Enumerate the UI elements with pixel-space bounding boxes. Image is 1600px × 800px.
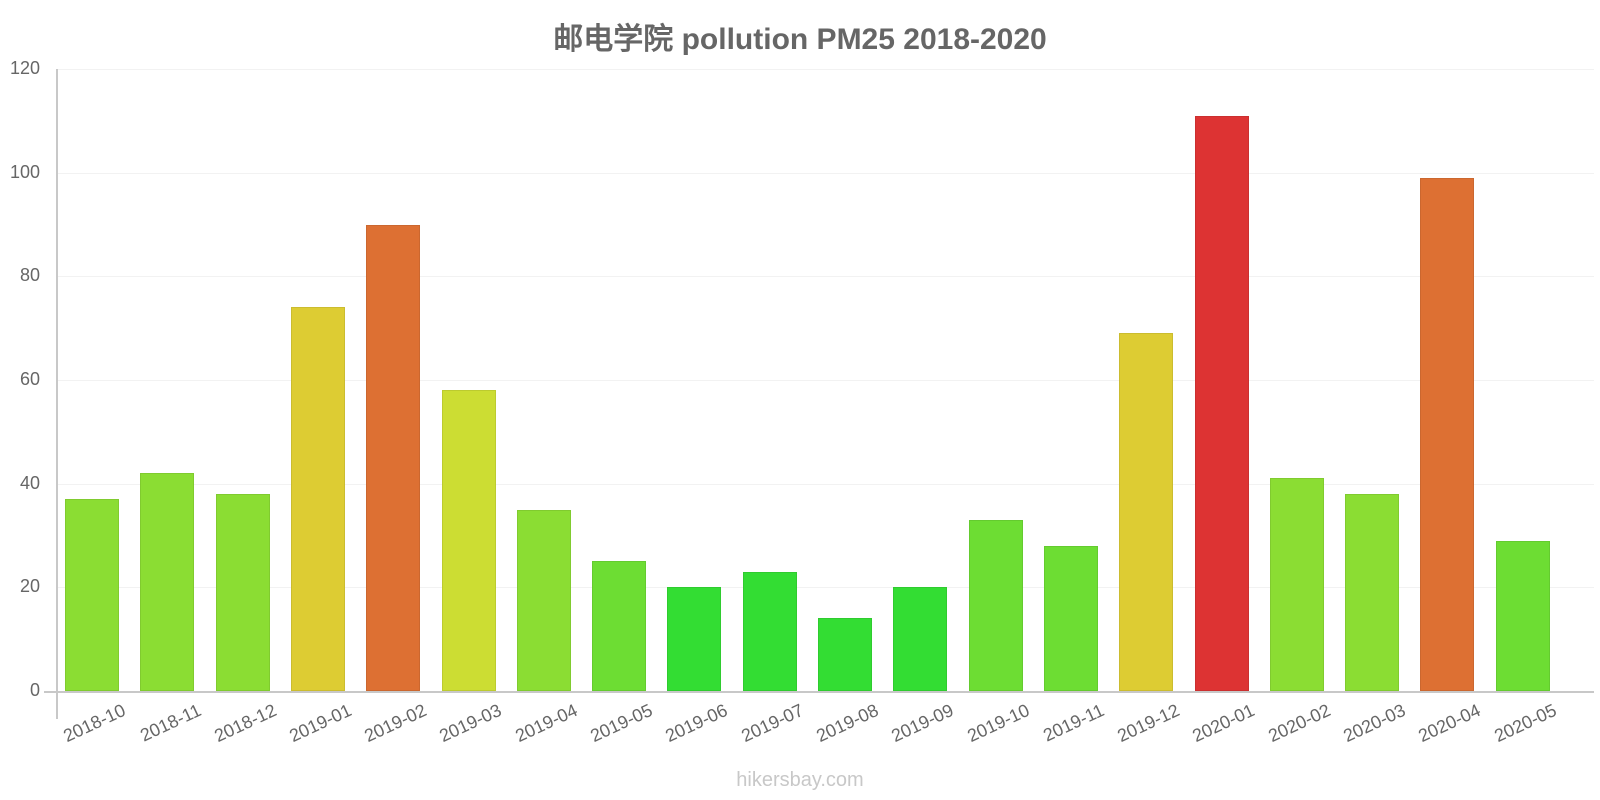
x-tick-label: 2020-01 (1189, 700, 1258, 747)
bar-2018-11[interactable] (140, 473, 195, 691)
x-tick-label: 2019-01 (286, 700, 355, 747)
bar-2020-05[interactable] (1495, 540, 1550, 691)
gridline (56, 172, 1594, 174)
x-tick-label: 2018-11 (136, 700, 204, 746)
x-tick-label: 2020-05 (1490, 700, 1560, 747)
bar-2018-10[interactable] (65, 499, 119, 691)
bar-2019-01[interactable] (290, 307, 345, 691)
bar-2020-01[interactable] (1194, 115, 1249, 691)
bar-2019-03[interactable] (441, 390, 496, 691)
x-tick-label: 2019-06 (662, 700, 731, 747)
y-tick-label: 40 (19, 472, 40, 493)
gridline (56, 69, 1594, 70)
x-tick-label: 2019-07 (737, 700, 807, 747)
x-tick-label: 2019-11 (1040, 700, 1108, 746)
bar-2019-11[interactable] (1043, 545, 1098, 691)
bar-2020-03[interactable] (1345, 494, 1400, 691)
x-tick-label: 2020-04 (1415, 700, 1484, 747)
y-tick-label: 60 (19, 369, 40, 389)
x-tick-label: 2018-10 (60, 700, 129, 747)
plot-area (56, 69, 1594, 691)
y-tick-label: 120 (9, 58, 40, 78)
bar-2019-02[interactable] (366, 224, 421, 691)
bar-2019-06[interactable] (667, 587, 722, 691)
bar-2019-07[interactable] (742, 571, 797, 691)
x-tick-label: 2019-05 (587, 700, 656, 747)
gridline (56, 380, 1594, 381)
gridline (56, 276, 1594, 278)
x-tick-label: 2020-03 (1340, 700, 1409, 747)
bar-2019-12[interactable] (1119, 333, 1174, 691)
x-tick-label: 2019-03 (436, 700, 505, 747)
bar-2020-02[interactable] (1269, 478, 1324, 691)
bar-2020-04[interactable] (1420, 177, 1475, 691)
chart-title: 邮电学院 pollution PM25 2018-2020 (553, 23, 1047, 56)
source-credit: hikersbay.com (736, 769, 864, 791)
x-tick-label: 2019-04 (511, 700, 581, 747)
x-tick-label: 2018-12 (210, 700, 280, 747)
y-tick-label: 100 (9, 161, 40, 182)
x-tick-label: 2019-10 (963, 700, 1033, 747)
x-tick-label: 2019-02 (361, 700, 430, 747)
x-tick-label: 2019-08 (813, 700, 882, 747)
x-tick-label: 2019-12 (1114, 700, 1183, 747)
x-axis-line (44, 691, 1594, 693)
bar-2018-12[interactable] (215, 494, 270, 691)
y-axis-line (56, 69, 58, 719)
bar-2019-09[interactable] (893, 587, 948, 691)
bar-2019-10[interactable] (968, 519, 1023, 691)
gridline (56, 483, 1594, 485)
y-tick-label: 20 (19, 576, 40, 597)
gridline (56, 587, 1594, 589)
bar-2019-08[interactable] (818, 618, 872, 691)
x-tick-label: 2019-09 (888, 700, 957, 747)
x-tick-label: 2020-02 (1264, 700, 1334, 747)
bar-2019-04[interactable] (516, 509, 571, 691)
bar-2019-05[interactable] (592, 561, 647, 691)
y-tick-label: 0 (29, 680, 40, 700)
y-tick-label: 80 (19, 265, 40, 286)
